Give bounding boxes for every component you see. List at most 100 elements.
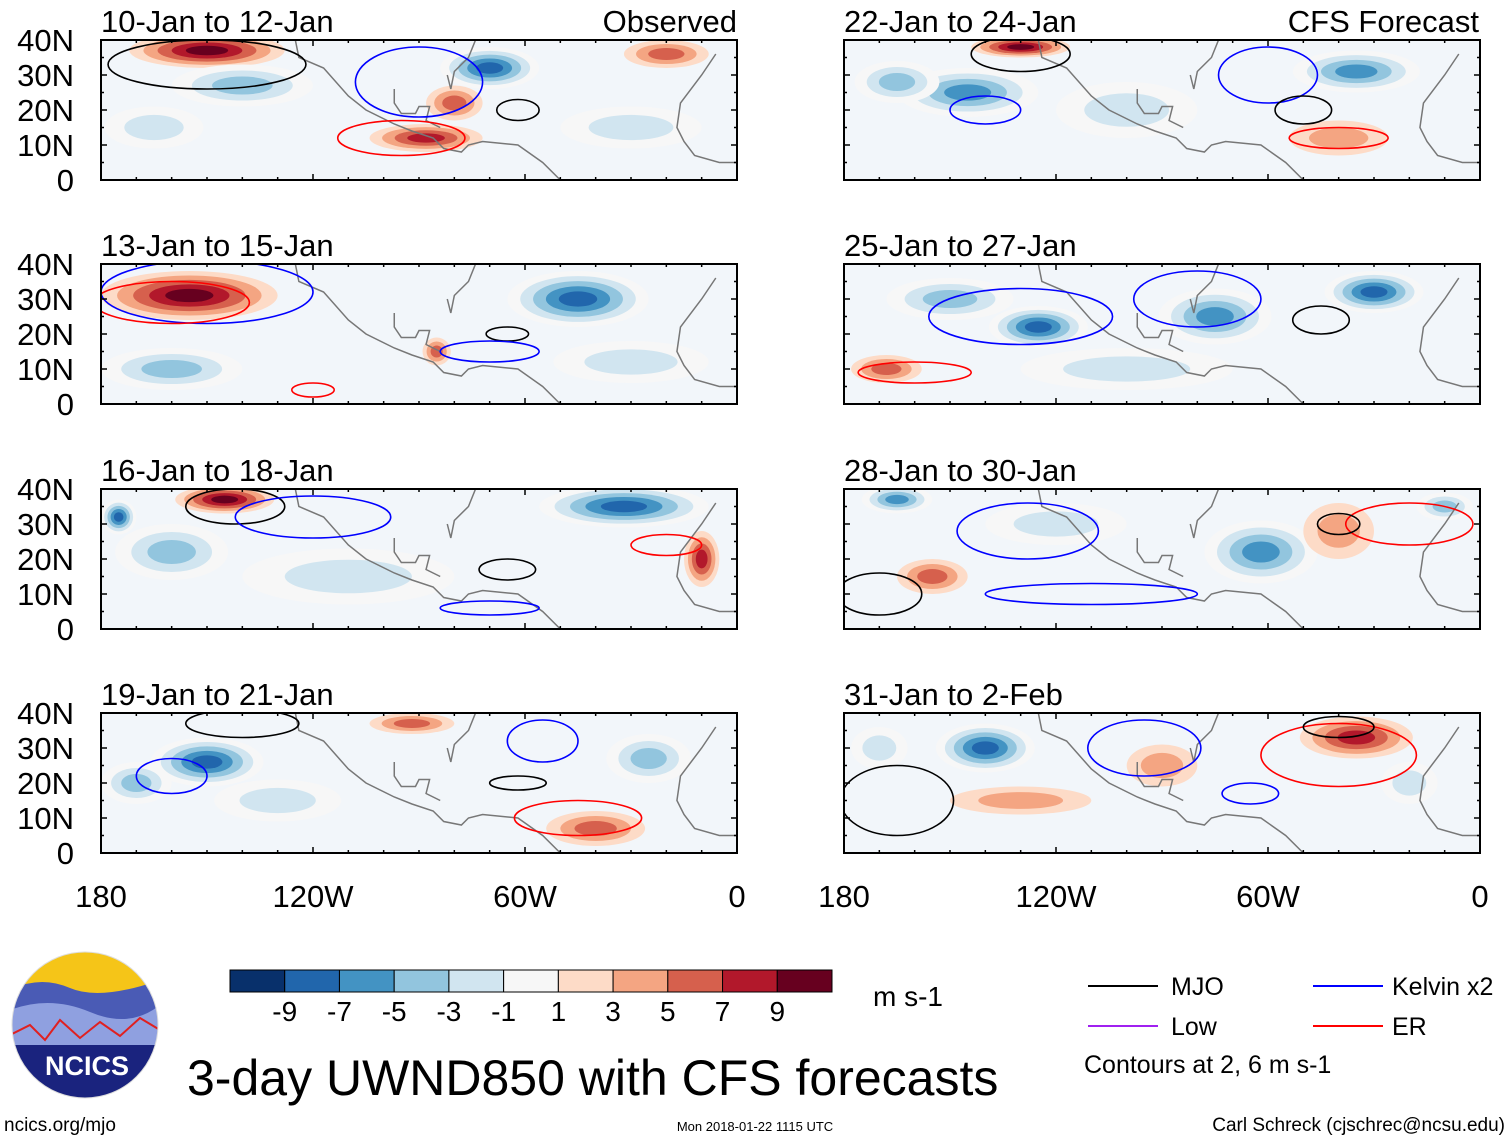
colorbar-swatch <box>776 969 833 993</box>
coastline <box>1037 264 1304 404</box>
contour-kelvin <box>984 582 1199 606</box>
coastline <box>1189 713 1220 763</box>
axis-labels: 010N20N30N40N010N20N30N40N010N20N30N40N0… <box>17 23 1489 914</box>
map-panel-8: 31-Jan to 2-Feb <box>843 677 1481 854</box>
contour-mjo <box>1302 715 1375 739</box>
coastline <box>393 313 441 353</box>
contour-mjo <box>1274 95 1333 125</box>
colorbar-swatch <box>338 969 395 993</box>
colorbar-swatch <box>284 969 340 993</box>
anomaly-shading <box>284 559 412 594</box>
lat-tick-label: 40N <box>17 472 74 507</box>
contour-mjo <box>488 775 548 791</box>
coastline <box>393 538 441 578</box>
anomaly-shading <box>917 569 948 584</box>
contour-kelvin <box>956 502 1100 560</box>
lat-tick-label: 10N <box>17 352 74 387</box>
lat-tick-label: 40N <box>17 23 74 58</box>
coastline <box>1037 713 1304 853</box>
legend-label-mjo: MJO <box>1171 973 1224 1001</box>
footer-url: ncics.org/mjo <box>4 1115 116 1136</box>
anomaly-shading <box>871 363 902 375</box>
coastline <box>294 713 561 853</box>
legend-label-er: ER <box>1392 1013 1427 1041</box>
colorbar-swatch <box>612 969 669 993</box>
map-panel-7: 28-Jan to 30-Jan <box>843 453 1481 630</box>
anomaly-shading <box>695 549 708 569</box>
anomaly-shading <box>648 48 685 60</box>
panel-title: 31-Jan to 2-Feb <box>844 677 1063 712</box>
anomaly-shading <box>476 62 504 74</box>
contour-kelvin <box>506 719 579 763</box>
lon-tick-label: 180 <box>75 879 127 914</box>
contour-kelvin <box>354 46 484 118</box>
lat-tick-label: 0 <box>57 612 74 647</box>
anomaly-shading <box>393 719 431 728</box>
colorbar-swatch <box>503 969 559 993</box>
lon-tick-label: 120W <box>273 879 355 914</box>
anomaly-shading <box>630 748 667 769</box>
anomaly-shading <box>1007 44 1035 50</box>
observed-label: Observed <box>603 4 737 39</box>
legend-label-kelvin: Kelvin x2 <box>1392 973 1493 1001</box>
coastline <box>1419 53 1480 164</box>
colorbar-tick-label: -5 <box>382 996 407 1027</box>
legend-note: Contours at 2, 6 m s-1 <box>1084 1051 1331 1079</box>
anomaly-shading <box>211 495 239 504</box>
anomaly-shading <box>600 500 648 513</box>
contour-mjo <box>844 764 955 837</box>
panel-title: 22-Jan to 24-Jan <box>844 4 1077 39</box>
colorbar-swatch <box>722 969 778 993</box>
map-panel-1: 10-Jan to 12-Jan <box>100 4 738 181</box>
lat-tick-label: 0 <box>57 836 74 871</box>
anomaly-shading <box>1308 127 1369 149</box>
colorbar-swatch <box>448 969 505 993</box>
contour-mjo <box>844 572 923 616</box>
contour-er <box>513 799 643 837</box>
contour-er <box>1344 502 1474 546</box>
coastline <box>1136 313 1184 353</box>
colorbar-swatch <box>667 969 724 993</box>
anomaly-shading <box>1196 307 1234 326</box>
contour-er <box>101 280 251 325</box>
anomaly-shading <box>165 288 214 303</box>
lon-tick-label: 0 <box>1471 879 1488 914</box>
lat-tick-label: 10N <box>17 801 74 836</box>
lon-tick-label: 180 <box>818 879 870 914</box>
coastline <box>1419 726 1480 837</box>
map-panel-5: 22-Jan to 24-Jan <box>843 4 1481 181</box>
anomaly-shading <box>1242 541 1280 563</box>
map-panel-3: 16-Jan to 18-Jan <box>100 453 738 630</box>
anomaly-shading <box>407 133 445 143</box>
footer-author: Carl Schreck (cjschrec@ncsu.edu) <box>1212 1115 1505 1136</box>
contour-kelvin <box>439 600 540 616</box>
map-panels: 10-Jan to 12-Jan 13-Jan to 15-Jan 16-Jan t… <box>100 4 1481 854</box>
lon-tick-label: 60W <box>1236 879 1300 914</box>
lat-tick-label: 20N <box>17 93 74 128</box>
coastline <box>294 264 561 404</box>
map-panel-6: 25-Jan to 27-Jan <box>843 228 1481 405</box>
coastline <box>676 277 737 388</box>
contour-kelvin <box>234 495 392 539</box>
coastline <box>676 502 737 613</box>
lat-tick-label: 40N <box>17 696 74 731</box>
footer-timestamp: Mon 2018-01-22 1115 UTC <box>677 1119 833 1134</box>
contour-mjo <box>107 40 307 90</box>
contour-er <box>630 533 703 557</box>
anomaly-shading <box>239 787 316 814</box>
lat-tick-label: 0 <box>57 387 74 422</box>
contour-er <box>336 119 466 157</box>
coastline <box>446 40 477 90</box>
contour-mjo <box>495 98 540 122</box>
coastline <box>446 489 477 539</box>
lat-tick-label: 30N <box>17 282 74 317</box>
anomaly-shading <box>978 792 1064 809</box>
forecast-label: CFS Forecast <box>1288 4 1480 39</box>
anomaly-shading <box>141 360 202 378</box>
contour-kelvin <box>135 757 208 795</box>
colorbar-tick-label: 9 <box>769 996 785 1027</box>
panel-title: 13-Jan to 15-Jan <box>101 228 334 263</box>
coastline <box>1037 40 1304 180</box>
figure-title: 3-day UWND850 with CFS forecasts <box>187 1050 998 1106</box>
anomaly-shading <box>185 45 229 56</box>
